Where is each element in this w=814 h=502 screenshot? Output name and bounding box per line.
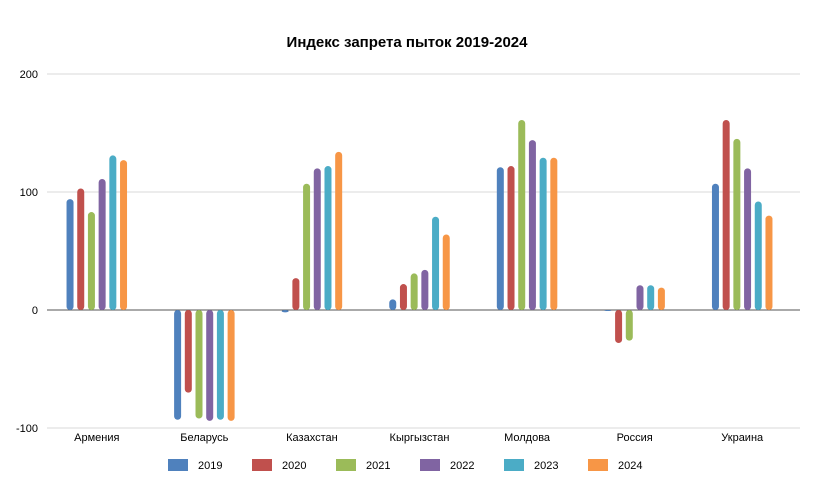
bar bbox=[615, 310, 623, 344]
legend-swatch bbox=[504, 459, 524, 471]
y-tick-label: -100 bbox=[16, 423, 38, 435]
gridlines bbox=[47, 73, 800, 429]
bar bbox=[184, 310, 192, 393]
bar bbox=[657, 287, 665, 310]
bar bbox=[195, 310, 203, 419]
bar bbox=[335, 151, 343, 310]
bar bbox=[66, 199, 74, 310]
bar bbox=[399, 284, 407, 310]
bar bbox=[227, 310, 235, 421]
legend-swatch bbox=[168, 459, 188, 471]
bar bbox=[625, 310, 633, 341]
x-category-label: Кыргызстан bbox=[390, 432, 450, 444]
bar bbox=[442, 234, 450, 310]
y-tick-label: 0 bbox=[32, 305, 38, 317]
x-category-label: Беларусь bbox=[180, 432, 228, 444]
bar bbox=[496, 167, 504, 310]
bar bbox=[87, 212, 95, 310]
x-category-label: Казахстан bbox=[286, 432, 338, 444]
x-category-label: Армения bbox=[74, 432, 119, 444]
bar bbox=[206, 310, 214, 421]
legend-swatch bbox=[336, 459, 356, 471]
legend-swatch bbox=[420, 459, 440, 471]
bar bbox=[98, 179, 106, 310]
bar bbox=[410, 273, 418, 310]
bar bbox=[647, 285, 655, 310]
x-category-label: Россия bbox=[617, 432, 653, 444]
bar bbox=[421, 269, 429, 310]
bar bbox=[711, 183, 719, 310]
bar bbox=[550, 157, 558, 310]
bar bbox=[432, 216, 440, 310]
legend-label: 2023 bbox=[534, 460, 558, 472]
bar bbox=[765, 215, 773, 310]
bar bbox=[77, 188, 85, 310]
bar bbox=[292, 278, 300, 310]
axis-labels: -100 0 100 200 Армения Беларусь Казахстан Кыргы… bbox=[16, 69, 764, 444]
bar bbox=[216, 310, 224, 420]
chart-title: Индекс запрета пыток 2019-2024 bbox=[286, 34, 528, 51]
bar bbox=[389, 299, 397, 310]
bar bbox=[313, 168, 321, 310]
legend-label: 2022 bbox=[450, 460, 474, 472]
bars bbox=[66, 120, 773, 421]
bar bbox=[744, 168, 752, 310]
x-category-label: Украина bbox=[721, 432, 764, 444]
bar bbox=[518, 120, 526, 311]
x-category-label: Молдова bbox=[504, 432, 551, 444]
bar bbox=[109, 155, 117, 310]
bar bbox=[507, 166, 515, 310]
y-tick-label: 200 bbox=[20, 69, 38, 81]
legend-swatch bbox=[252, 459, 272, 471]
bar bbox=[174, 310, 182, 420]
bar bbox=[722, 120, 730, 311]
legend-label: 2024 bbox=[618, 460, 642, 472]
bar bbox=[528, 140, 536, 310]
legend: 2019 2020 2021 2022 2023 2024 bbox=[168, 459, 642, 472]
bar bbox=[303, 183, 311, 310]
bar bbox=[754, 201, 762, 310]
bar bbox=[636, 285, 644, 310]
y-tick-label: 100 bbox=[20, 187, 38, 199]
bar bbox=[120, 160, 128, 310]
legend-label: 2019 bbox=[198, 460, 222, 472]
legend-label: 2021 bbox=[366, 460, 390, 472]
bar bbox=[281, 310, 289, 313]
bar bbox=[604, 310, 612, 311]
bar bbox=[733, 138, 741, 310]
legend-swatch bbox=[588, 459, 608, 471]
legend-label: 2020 bbox=[282, 460, 306, 472]
bar bbox=[539, 157, 547, 310]
bar bbox=[324, 166, 332, 310]
